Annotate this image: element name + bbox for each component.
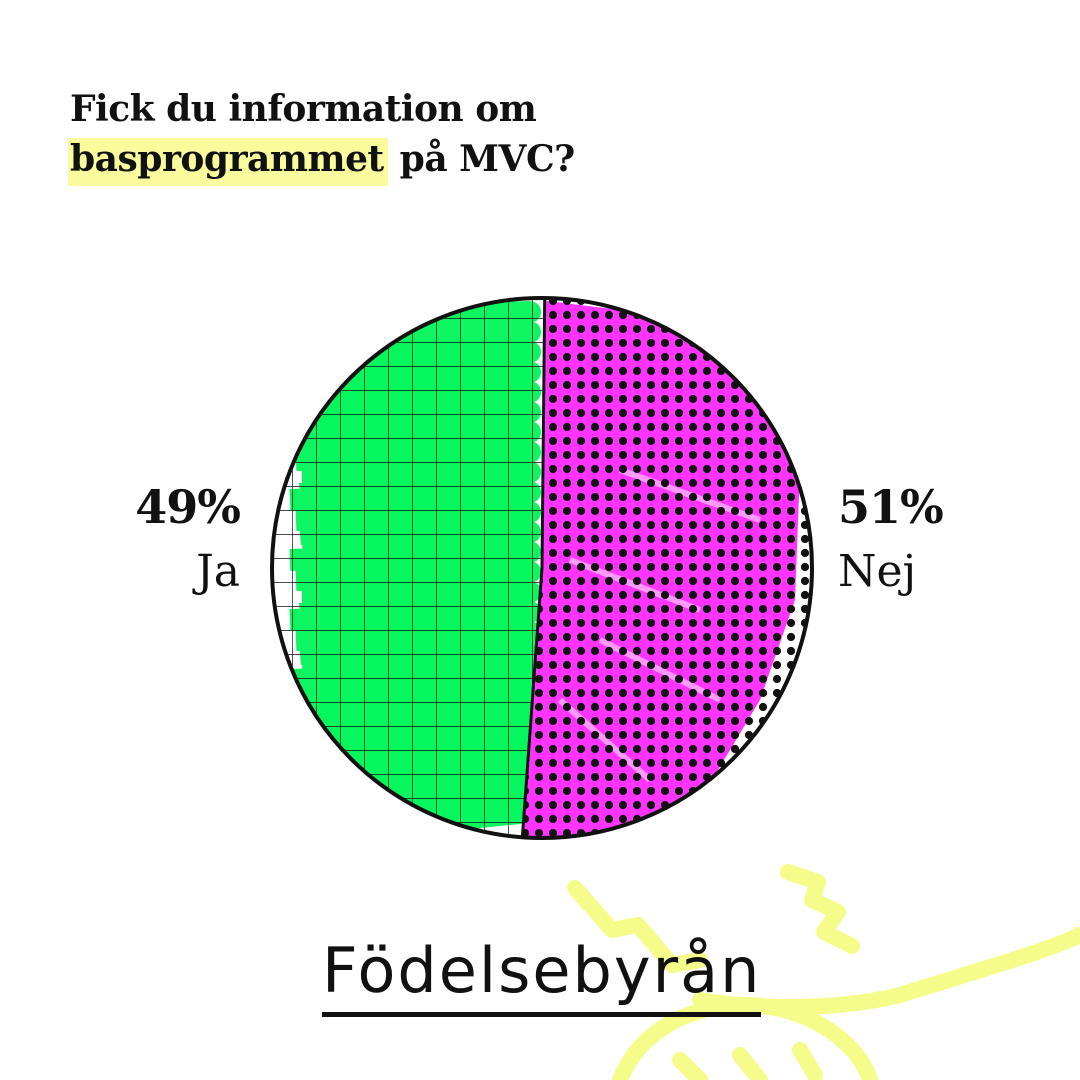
nej-percent-label: 51% xyxy=(838,480,944,534)
chart-title: Fick du information om basprogrammet på … xyxy=(68,84,576,186)
pie-slice-ja xyxy=(271,298,545,838)
pie-slice-nej xyxy=(522,298,812,838)
pie-slices xyxy=(271,298,812,838)
slice-divider xyxy=(520,297,547,838)
title-highlight: basprogrammet xyxy=(68,138,388,186)
title-rest: på MVC? xyxy=(387,138,576,180)
ja-category-label: Ja xyxy=(196,546,240,597)
nej-category-label: Nej xyxy=(838,546,917,597)
ja-percent-label: 49% xyxy=(135,480,241,534)
pie-outlines xyxy=(520,297,547,838)
title-line-2: basprogrammet på MVC? xyxy=(68,134,576,186)
pie-outline xyxy=(270,296,814,840)
title-line-1: Fick du information om xyxy=(70,88,537,130)
brand-logo: Födelsebyrån xyxy=(322,932,762,1017)
